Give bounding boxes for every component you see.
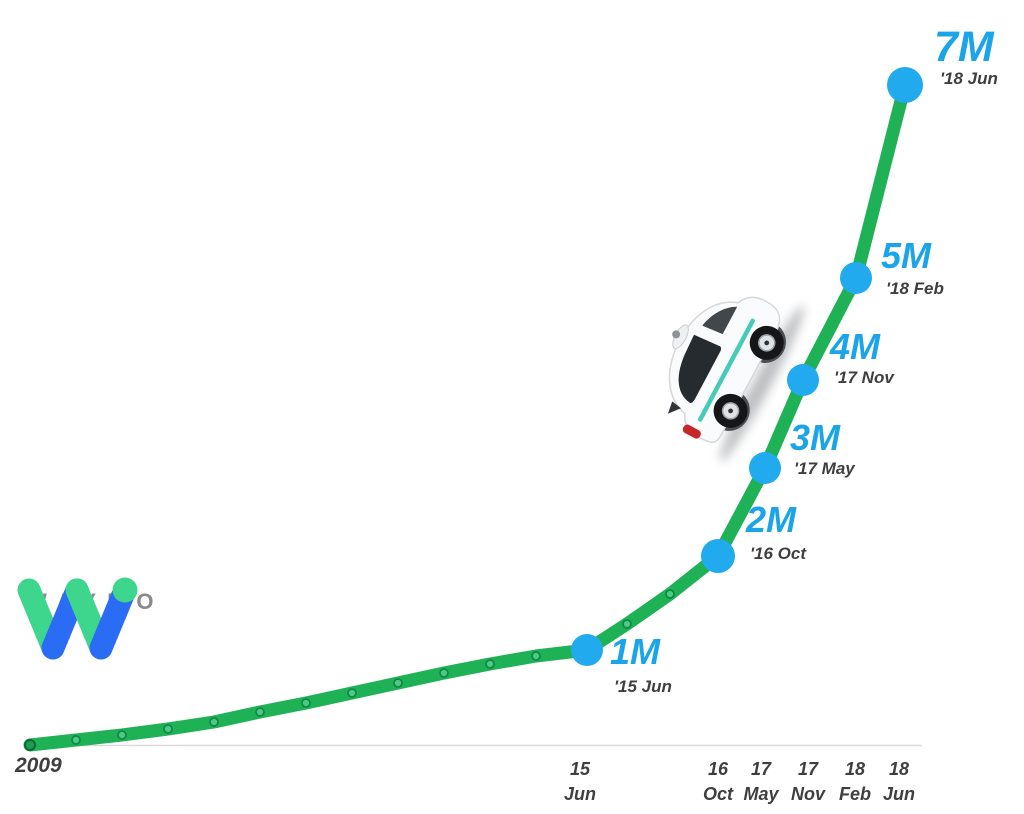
milestone-dot-1m	[571, 634, 603, 666]
miles-line	[23, 78, 912, 752]
axis-tick-year: 15	[569, 759, 591, 779]
w-mark-dot	[112, 577, 138, 603]
line-point-markers	[24, 589, 675, 751]
waymo-car-illustration	[667, 296, 805, 462]
milestone-date-label-4m: '17 Nov	[834, 368, 894, 387]
axis-tick-17-may: 17 May	[738, 757, 784, 807]
milestone-value-label-1m: 1M	[610, 631, 661, 672]
milestone-date-label-2m: '16 Oct	[750, 544, 807, 563]
car-front-wheel	[749, 325, 784, 360]
milestone-dot-3m	[749, 452, 781, 484]
axis-tick-year: 18	[844, 759, 866, 779]
milestone-value-label-5m: 5M	[881, 235, 932, 276]
axis-tick-16-oct: 16 Oct	[695, 757, 741, 807]
milestone-value-label-4m: 4M	[830, 326, 881, 367]
axis-tick-year: 17	[750, 759, 772, 779]
axis-tick-month: Jun	[563, 784, 596, 804]
milestone-date-label-1m: '15 Jun	[614, 677, 672, 696]
axis-tick-18-jun: 18 Jun	[876, 757, 922, 807]
milestone-value-label-3m: 3M	[790, 417, 841, 458]
axis-tick-18-feb: 18 Feb	[832, 757, 878, 807]
milestone-date-label-3m: '17 May	[794, 459, 855, 478]
milestone-date-label-7m: '18 Jun	[940, 69, 998, 88]
milestone-dot-7m	[887, 67, 923, 103]
axis-tick-year: 18	[888, 759, 910, 779]
axis-tick-15-jun: 15 Jun	[557, 757, 603, 807]
waymo-w-mark	[17, 577, 138, 660]
axis-tick-month: Feb	[838, 784, 871, 804]
axis-label-2009: 2009	[15, 754, 62, 777]
axis-tick-month: May	[743, 784, 779, 804]
axis-tick-17-nov: 17 Nov	[785, 757, 831, 807]
axis-tick-month: Oct	[702, 784, 733, 804]
milestone-date-label-5m: '18 Feb	[886, 279, 944, 298]
milestone-dot-2m	[701, 539, 735, 573]
milestone-dot-4m	[787, 364, 819, 396]
axis-tick-year: 17	[797, 759, 819, 779]
milestone-value-label-7m: 7M	[934, 23, 994, 71]
axis-tick-month: Jun	[882, 784, 915, 804]
milestone-dots	[571, 67, 923, 666]
waymo-logo: WAYMO	[15, 577, 154, 660]
car-rear-wheel	[713, 393, 748, 428]
axis-tick-month: Nov	[790, 784, 825, 804]
axis-tick-year: 16	[707, 759, 729, 779]
milestone-value-label-2m: 2M	[746, 499, 797, 540]
milestone-dot-5m	[840, 262, 872, 294]
